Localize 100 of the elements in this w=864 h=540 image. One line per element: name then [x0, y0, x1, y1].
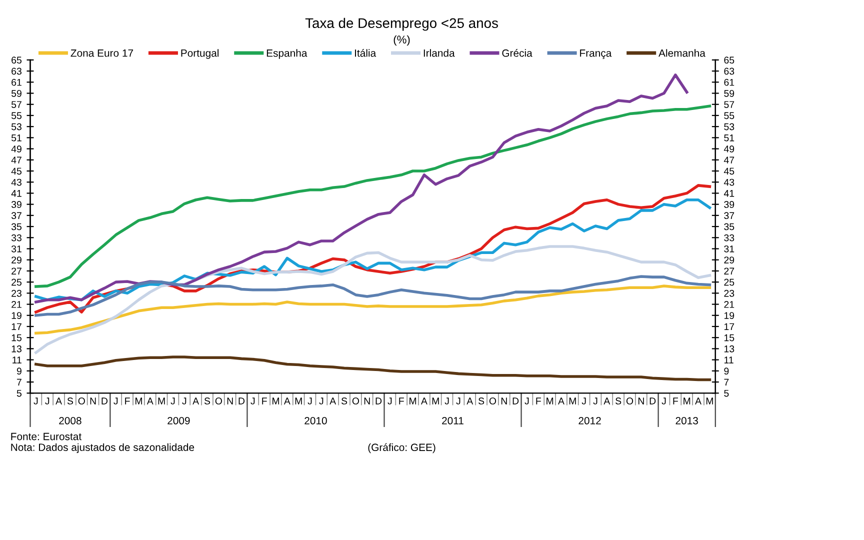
y2-tick-label: 47: [724, 156, 734, 164]
x-tick-label: O: [215, 398, 222, 404]
legend-label: França: [580, 50, 612, 59]
y2-tick-label: 15: [724, 334, 734, 342]
y2-tick-label: 39: [724, 201, 734, 208]
x-tick-label: F: [536, 398, 541, 404]
y2-tick-label: 63: [724, 68, 734, 75]
x-tick-label: M: [432, 398, 439, 404]
x-tick-label: J: [34, 398, 38, 404]
x-tick-label: D: [102, 398, 108, 404]
y2-tick-label: 59: [724, 90, 734, 97]
y-tick-label: 5: [16, 390, 22, 397]
legend-label: Alemanha: [658, 49, 706, 57]
x-tick-label: J: [250, 398, 255, 404]
y-tick-label: 37: [11, 212, 22, 220]
x-tick-label: J: [114, 398, 118, 404]
x-tick-label: O: [489, 398, 496, 404]
y2-tick-label: 65: [724, 56, 734, 64]
y2-tick-label: 13: [724, 345, 734, 352]
x-tick-label: J: [45, 398, 50, 404]
y-tick-label: 39: [11, 201, 22, 208]
source-note: Fonte: Eurostat: [11, 432, 82, 440]
x-tick-label: J: [524, 398, 529, 404]
x-tick-label: A: [146, 398, 154, 404]
y-tick-label: 7: [17, 378, 22, 386]
x-tick-label: D: [512, 398, 519, 404]
y-tick-label: 63: [12, 68, 22, 75]
y-tick-label: 53: [11, 123, 22, 130]
legend-label: Itália: [355, 49, 376, 57]
y-tick-label: 11: [12, 356, 22, 364]
chart-subtitle: (%): [394, 35, 410, 46]
x-tick-label: J: [182, 398, 186, 404]
x-tick-label: J: [593, 398, 598, 404]
x-tick-label: S: [478, 398, 484, 404]
y2-tick-label: 19: [724, 312, 734, 319]
x-tick-label: S: [204, 398, 210, 404]
legend-label: Espanha: [266, 49, 308, 59]
y-tick-label: 29: [12, 256, 22, 264]
y2-tick-label: 37: [724, 212, 734, 220]
x-tick-label: N: [638, 398, 644, 404]
y-tick-label: 61: [12, 78, 22, 86]
y-tick-label: 9: [16, 368, 22, 375]
x-tick-label: A: [192, 398, 200, 404]
y2-tick-label: 41: [724, 190, 734, 197]
y2-tick-label: 51: [724, 134, 734, 142]
x-tick-label: J: [170, 398, 175, 404]
y2-tick-label: 33: [724, 234, 734, 242]
x-tick-label: N: [90, 398, 96, 404]
x-tick-label: F: [399, 398, 404, 404]
x-tick-label: J: [582, 398, 586, 404]
x-tick-label: F: [125, 398, 130, 404]
y-tick-label: 13: [12, 345, 22, 352]
x-tick-label: D: [650, 398, 656, 404]
legend-label: Zona Euro 17: [70, 50, 134, 57]
x2-tick-label: 2009: [168, 417, 190, 424]
x-tick-label: S: [67, 398, 74, 404]
x-tick-label: A: [330, 398, 336, 404]
y-tick-label: 23: [12, 290, 22, 297]
x-tick-label: O: [78, 398, 85, 404]
y-tick-label: 57: [11, 101, 22, 108]
y-tick-label: 15: [12, 334, 22, 342]
line-series: [34, 245, 712, 354]
x-tick-label: N: [227, 398, 233, 404]
x2-tick-label: 2010: [304, 417, 327, 424]
x-tick-label: J: [388, 398, 392, 404]
x-tick-label: J: [308, 398, 312, 404]
y2-tick-label: 45: [724, 168, 734, 175]
y-tick-label: 35: [11, 223, 22, 230]
x-tick-label: A: [284, 398, 290, 404]
x-tick-label: J: [319, 398, 324, 404]
y-tick-label: 59: [11, 90, 22, 97]
y2-tick-label: 43: [724, 178, 734, 186]
y-tick-label: 65: [12, 56, 22, 64]
y2-tick-label: 23: [724, 290, 734, 297]
x-tick-label: A: [420, 398, 428, 404]
y-tick-label: 45: [11, 168, 22, 175]
x-tick-label: A: [695, 398, 702, 404]
y-tick-label: 51: [11, 134, 22, 142]
line-series: [34, 74, 688, 304]
text: (Gráfico: GEE): [368, 443, 436, 454]
chart-title: Taxa de Desemprego <25 anos: [305, 18, 498, 31]
y2-tick-label: 31: [724, 245, 734, 252]
y-tick-label: 49: [11, 146, 22, 152]
y2-tick-label: 17: [724, 323, 734, 330]
y2-tick-label: 35: [724, 223, 734, 230]
y-tick-label: 27: [12, 268, 22, 274]
x-tick-label: S: [616, 398, 622, 404]
x-tick-label: J: [456, 398, 460, 404]
x-tick-label: M: [158, 398, 165, 404]
y2-tick-label: 57: [724, 101, 734, 108]
y-tick-label: 17: [12, 323, 22, 330]
y2-tick-label: 29: [724, 256, 734, 264]
y-tick-label: 31: [11, 245, 22, 252]
x-tick-label: O: [626, 398, 634, 404]
y2-tick-label: 49: [724, 146, 734, 152]
y-tick-label: 19: [12, 312, 22, 319]
y-tick-label: 41: [11, 190, 22, 197]
line-series: [34, 284, 712, 335]
x-tick-label: M: [546, 398, 554, 404]
x-tick-label: M: [684, 398, 690, 404]
